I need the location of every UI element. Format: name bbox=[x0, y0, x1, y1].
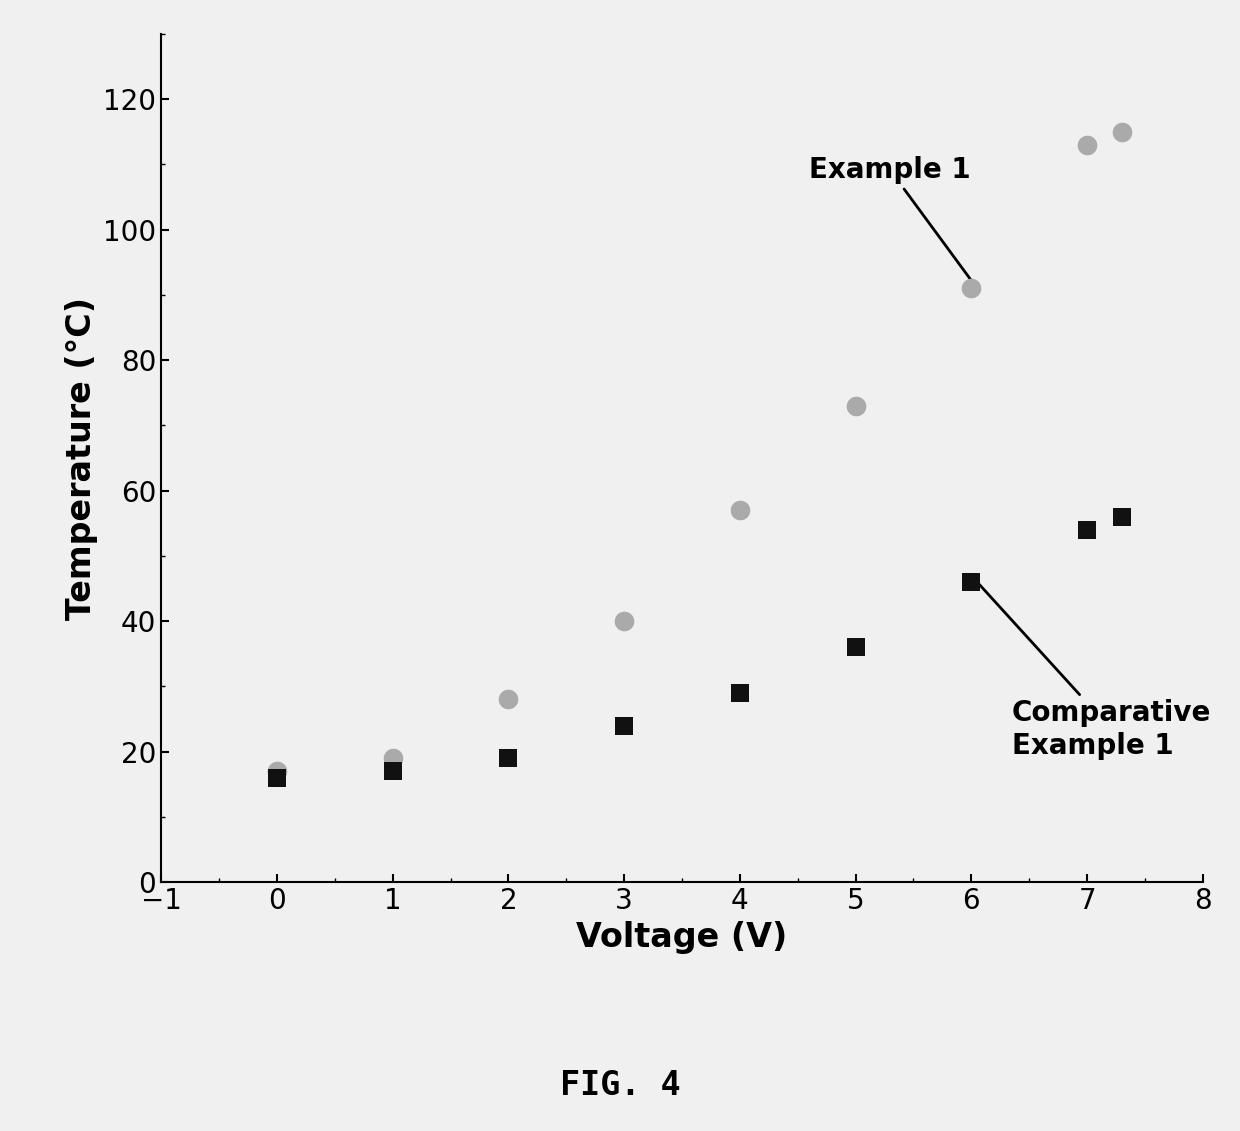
Point bbox=[961, 279, 981, 297]
Point bbox=[383, 762, 403, 780]
Point bbox=[267, 762, 286, 780]
Point bbox=[846, 397, 866, 415]
Point bbox=[730, 501, 750, 519]
Point bbox=[1112, 123, 1132, 141]
Point bbox=[498, 749, 518, 767]
X-axis label: Voltage (V): Voltage (V) bbox=[577, 921, 787, 953]
Text: Comparative
Example 1: Comparative Example 1 bbox=[980, 584, 1211, 760]
Y-axis label: Temperature (°C): Temperature (°C) bbox=[64, 296, 98, 620]
Point bbox=[846, 638, 866, 656]
Point bbox=[614, 612, 634, 630]
Point bbox=[1078, 136, 1097, 154]
Point bbox=[1112, 508, 1132, 526]
Point bbox=[383, 749, 403, 767]
Point bbox=[498, 690, 518, 708]
Point bbox=[267, 769, 286, 787]
Point bbox=[961, 573, 981, 592]
Point bbox=[730, 684, 750, 702]
Point bbox=[1078, 520, 1097, 538]
Text: FIG. 4: FIG. 4 bbox=[559, 1069, 681, 1103]
Text: Example 1: Example 1 bbox=[810, 156, 976, 286]
Point bbox=[614, 717, 634, 735]
